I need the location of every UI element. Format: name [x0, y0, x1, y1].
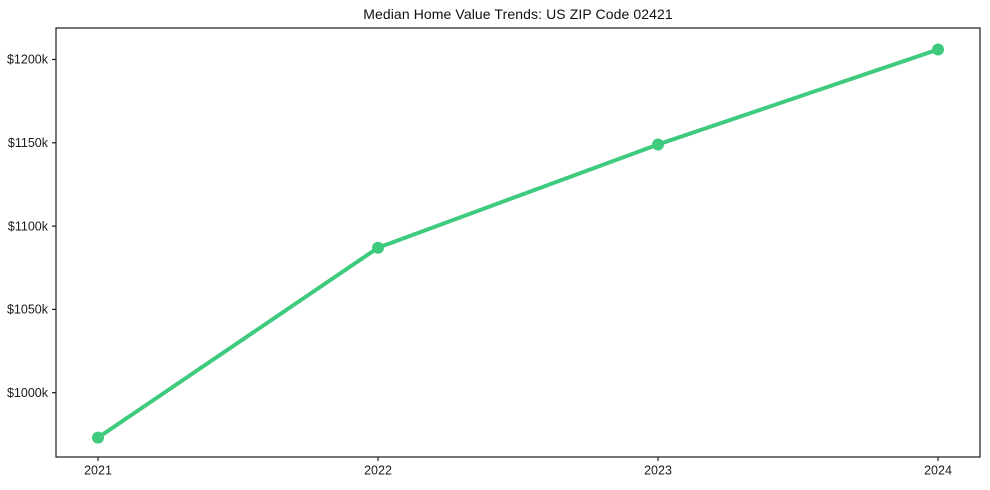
y-tick-label: $1200k	[7, 53, 49, 67]
data-point-marker	[92, 431, 104, 444]
data-point-marker	[372, 241, 384, 254]
x-tick-label: 2023	[644, 464, 672, 478]
trend-line	[96, 47, 940, 440]
data-point-marker	[652, 138, 664, 151]
plot-border	[55, 27, 981, 458]
y-tick-label: $1150k	[8, 136, 49, 150]
chart-title: Median Home Value Trends: US ZIP Code 02…	[363, 6, 673, 22]
x-tick-label: 2024	[924, 464, 952, 478]
y-tick-label: $1000k	[7, 386, 49, 400]
y-tick-label: $1050k	[7, 303, 49, 317]
y-tick-label: $1100k	[8, 219, 49, 233]
x-tick-label: 2021	[84, 464, 112, 478]
x-tick-label: 2022	[364, 464, 392, 478]
data-point-marker	[932, 43, 944, 56]
